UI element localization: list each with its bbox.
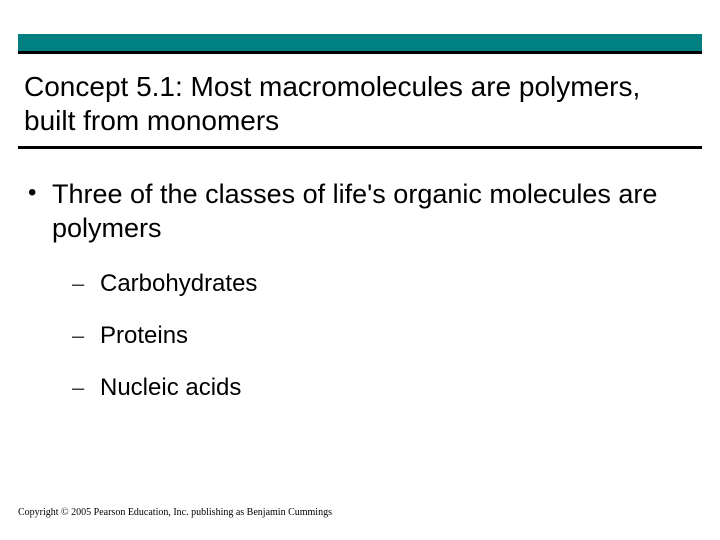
body-content: • Three of the classes of life's organic… (28, 178, 660, 426)
accent-bar (18, 34, 702, 54)
title-underline (18, 146, 702, 149)
bullet-text: Three of the classes of life's organic m… (52, 178, 660, 246)
bullet-marker: • (28, 178, 52, 208)
sub-bullet-text: Carbohydrates (100, 270, 257, 298)
sub-bullet-text: Nucleic acids (100, 374, 241, 402)
bullet-item: • Three of the classes of life's organic… (28, 178, 660, 246)
sub-bullet-marker: – (72, 323, 100, 349)
sub-bullet-text: Proteins (100, 322, 188, 350)
sub-bullet-item: – Proteins (72, 322, 660, 350)
slide-title: Concept 5.1: Most macromolecules are pol… (24, 70, 660, 137)
sub-bullet-marker: – (72, 375, 100, 401)
slide: Concept 5.1: Most macromolecules are pol… (0, 0, 720, 540)
sub-bullet-item: – Nucleic acids (72, 374, 660, 402)
sub-bullet-list: – Carbohydrates – Proteins – Nucleic aci… (72, 270, 660, 402)
sub-bullet-marker: – (72, 271, 100, 297)
copyright-text: Copyright © 2005 Pearson Education, Inc.… (18, 507, 332, 518)
title-block: Concept 5.1: Most macromolecules are pol… (24, 70, 660, 137)
sub-bullet-item: – Carbohydrates (72, 270, 660, 298)
